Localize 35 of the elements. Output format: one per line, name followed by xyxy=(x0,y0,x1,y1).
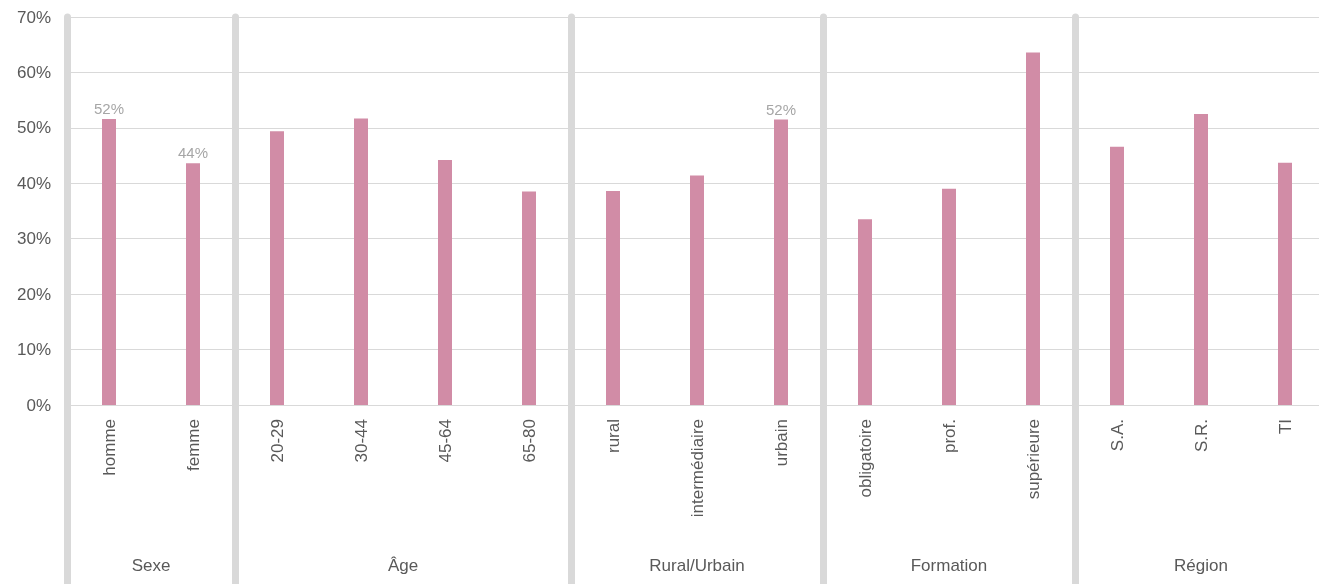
y-tick-label: 20% xyxy=(16,284,51,304)
y-tick-label: 60% xyxy=(16,62,51,82)
data-label: 52% xyxy=(765,100,797,118)
x-tick-label: 20-29 xyxy=(267,419,287,463)
bar xyxy=(270,131,284,405)
x-tick-label: S.R. xyxy=(1191,419,1211,453)
x-axis-title: Région xyxy=(1174,556,1228,575)
x-axis-title: Formation xyxy=(910,556,988,575)
x-tick-label: 65-80 xyxy=(519,419,539,463)
x-axis-title: Rural/Urbain xyxy=(649,556,745,575)
bar xyxy=(354,118,368,405)
y-tick-label: 10% xyxy=(16,340,51,360)
x-tick-label: obligatoire xyxy=(855,419,875,498)
x-tick-label: 30-44 xyxy=(351,419,371,463)
x-tick-label: urbain xyxy=(771,419,791,467)
y-tick-label: 0% xyxy=(26,395,51,415)
y-tick-label: 70% xyxy=(16,7,51,27)
data-label: 52% xyxy=(93,99,125,117)
x-tick-label: femme xyxy=(183,419,203,471)
y-tick-label: 50% xyxy=(16,118,51,138)
bar xyxy=(438,160,452,405)
x-axis-title: Âge xyxy=(387,556,419,575)
x-tick-label: 45-64 xyxy=(435,419,455,463)
x-tick-label: prof. xyxy=(939,419,959,454)
x-tick-label: supérieure xyxy=(1023,419,1043,500)
x-tick-label: intermédiaire xyxy=(687,419,707,518)
x-tick-label: rural xyxy=(603,419,623,454)
x-axis-title: Sexe xyxy=(131,556,171,575)
y-tick-label: 30% xyxy=(16,229,51,249)
y-tick-label: 40% xyxy=(16,173,51,193)
data-label: 44% xyxy=(177,144,209,162)
x-tick-label: S.A. xyxy=(1107,419,1127,452)
bar xyxy=(522,191,536,405)
x-tick-label: homme xyxy=(99,419,119,476)
x-tick-label: TI xyxy=(1275,419,1295,435)
